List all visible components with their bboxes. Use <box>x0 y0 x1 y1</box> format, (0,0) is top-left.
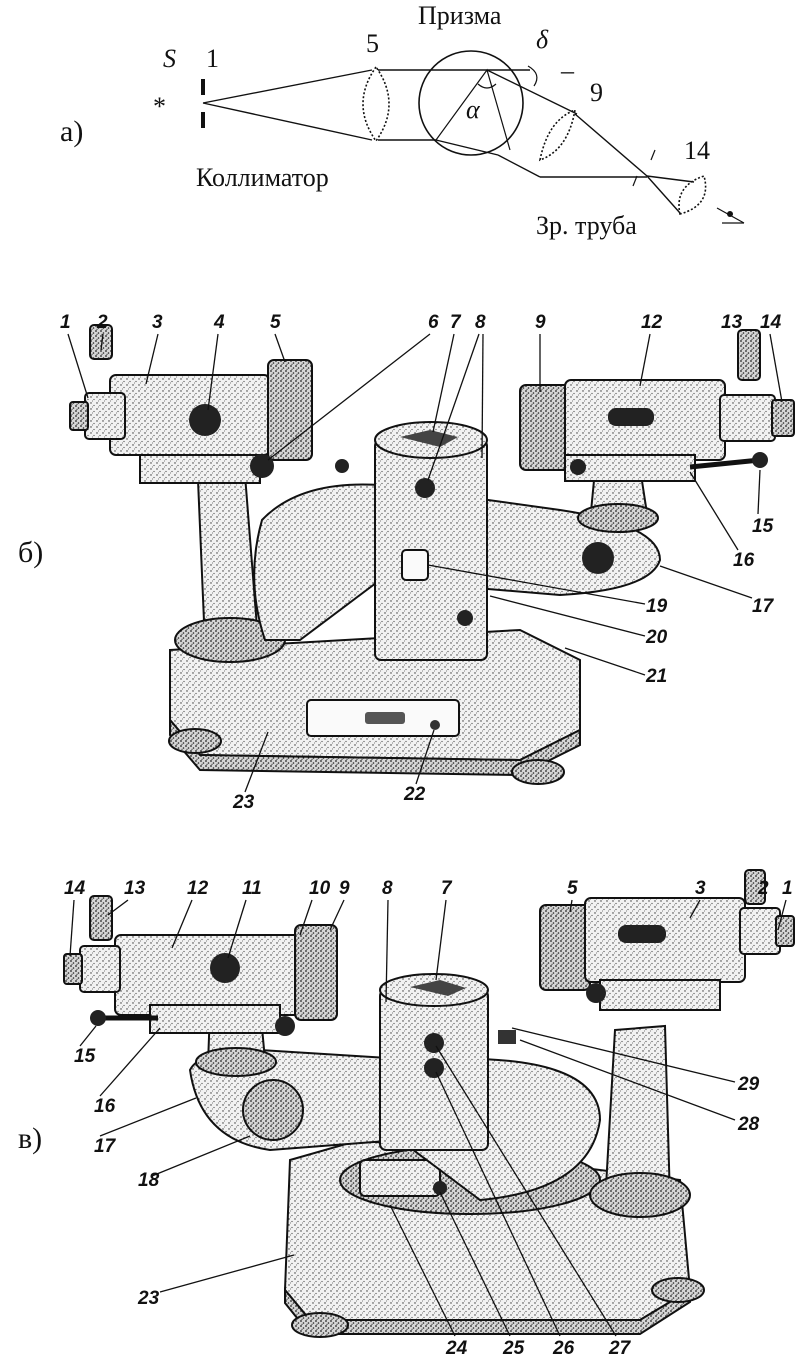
callout-b-5: 5 <box>270 312 281 333</box>
prism-title: Призма <box>418 1 502 30</box>
eyepiece-lens <box>678 174 707 216</box>
collimator-lens <box>362 65 390 143</box>
panel-b-label: б) <box>18 536 43 569</box>
callout-c-10: 10 <box>309 878 331 899</box>
callout-c-26: 26 <box>552 1338 575 1359</box>
callout-b-20: 20 <box>645 627 668 648</box>
callout-c-13: 13 <box>124 878 146 899</box>
panel-a-label: а) <box>60 115 83 148</box>
callout-c-7: 7 <box>441 878 453 899</box>
callout-b-6: 6 <box>428 312 439 333</box>
callout-b-2: 2 <box>96 312 108 333</box>
callout-b-15: 15 <box>752 516 774 537</box>
source-star-icon: * <box>153 92 166 121</box>
telescope-label: Зр. труба <box>536 211 637 240</box>
callout-c-28: 28 <box>737 1114 760 1135</box>
callout-b-14: 14 <box>760 312 782 333</box>
lens-number: 5 <box>366 29 379 58</box>
callout-b-1: 1 <box>60 312 71 333</box>
callout-b-7: 7 <box>450 312 462 333</box>
deviation-angle-label: δ <box>536 25 549 54</box>
callout-b-9: 9 <box>535 312 546 333</box>
callout-b-13: 13 <box>721 312 743 333</box>
collimator-label: Коллиматор <box>196 163 329 192</box>
callout-c-23: 23 <box>137 1288 160 1309</box>
callout-c-1: 1 <box>782 878 793 899</box>
callout-c-3: 3 <box>695 878 706 899</box>
callout-b-19: 19 <box>646 596 668 617</box>
callout-b-17: 17 <box>752 596 775 617</box>
callout-b-8: 8 <box>475 312 486 333</box>
callout-b-4: 4 <box>213 312 225 333</box>
callout-c-27: 27 <box>608 1338 632 1359</box>
objective-number: 9 <box>590 78 603 107</box>
panel-c-label: в) <box>18 1122 42 1155</box>
callout-c-29: 29 <box>737 1074 760 1095</box>
callouts-c: 14 13 12 11 10 9 8 7 5 3 2 1 15 16 <box>64 878 793 1359</box>
callout-c-9: 9 <box>339 878 350 899</box>
callout-c-15: 15 <box>74 1046 96 1067</box>
callout-c-18: 18 <box>138 1170 160 1191</box>
callout-c-16: 16 <box>94 1096 116 1117</box>
deviation-dash: – <box>560 56 575 85</box>
prism-table-circle <box>418 50 524 156</box>
prism-angle-label: α <box>466 95 481 124</box>
optical-scheme: а) S * 1 5 Призма δ – α 9 14 Коллиматор … <box>60 1 745 240</box>
callout-b-3: 3 <box>152 312 163 333</box>
source-label: S <box>163 44 176 73</box>
callout-c-8: 8 <box>382 878 393 899</box>
callout-c-17: 17 <box>94 1136 117 1157</box>
callout-c-25: 25 <box>502 1338 525 1359</box>
callout-c-24: 24 <box>445 1338 468 1359</box>
callout-c-14: 14 <box>64 878 86 899</box>
callouts-b: 1 2 3 4 5 6 7 8 9 12 13 14 15 1 <box>60 312 783 813</box>
eyepiece-number: 14 <box>684 136 710 165</box>
callout-c-2: 2 <box>757 878 769 899</box>
spectrometer-view-b: б) <box>18 312 795 813</box>
callout-c-11: 11 <box>242 878 262 899</box>
callout-c-5: 5 <box>567 878 578 899</box>
callout-b-23: 23 <box>232 792 255 813</box>
callout-b-12: 12 <box>641 312 663 333</box>
callout-b-16: 16 <box>733 550 755 571</box>
callout-b-22: 22 <box>403 784 426 805</box>
callout-c-12: 12 <box>187 878 209 899</box>
callout-b-21: 21 <box>645 666 667 687</box>
objective-lens <box>538 108 577 162</box>
slit-number: 1 <box>206 44 219 73</box>
spectrometer-view-c: в) <box>18 869 795 1359</box>
